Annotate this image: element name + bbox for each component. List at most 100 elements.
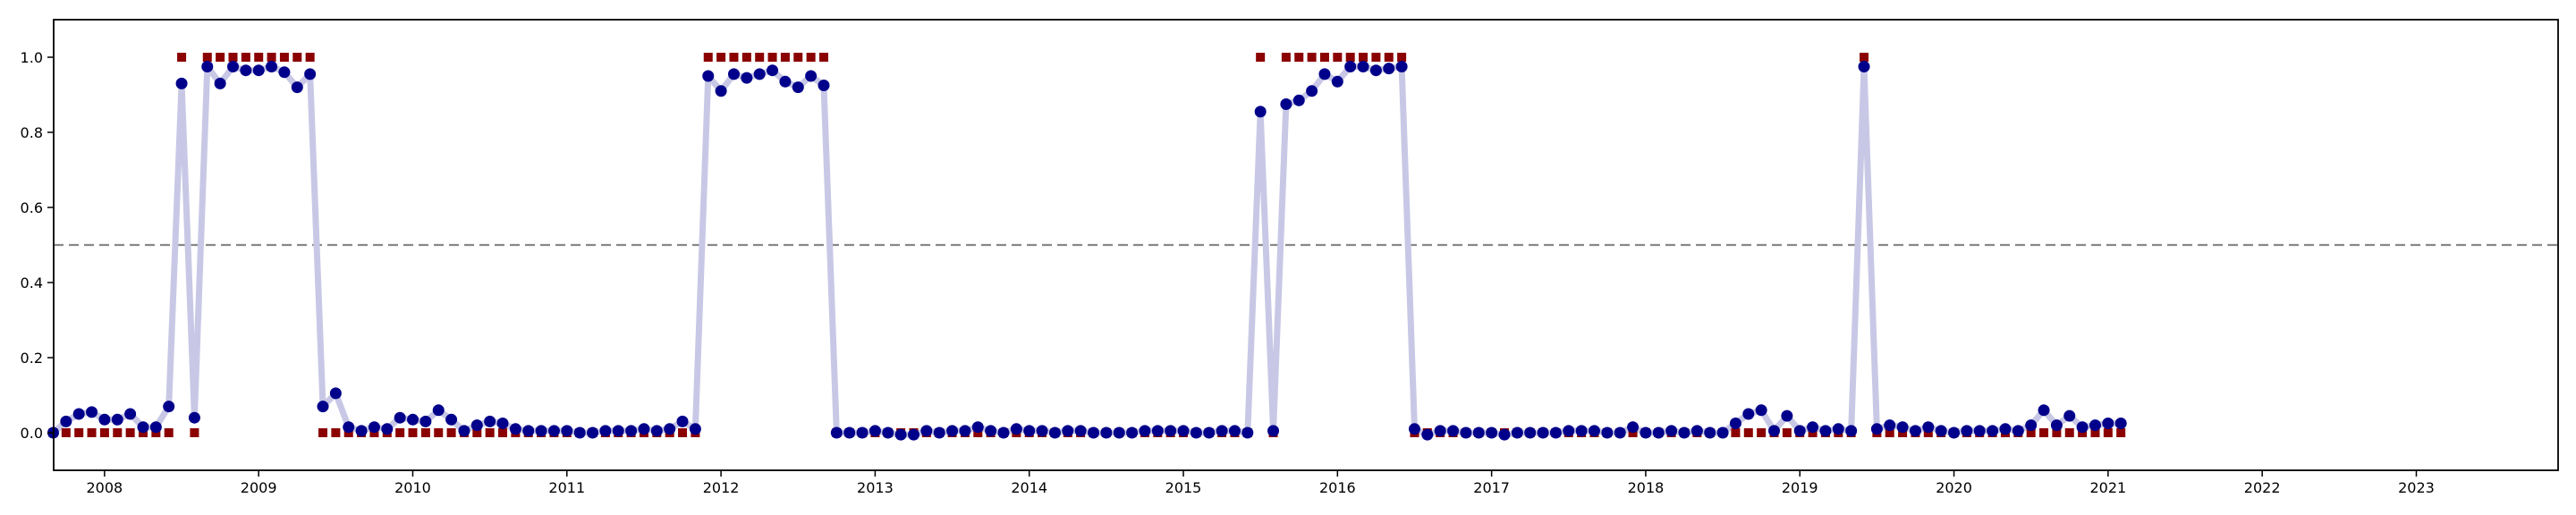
label-square: [703, 53, 713, 62]
score-point: [1088, 426, 1100, 439]
label-square: [279, 53, 289, 62]
score-point: [1704, 426, 1716, 439]
score-point: [214, 77, 226, 89]
score-point: [458, 425, 470, 437]
label-square: [780, 53, 790, 62]
score-point: [111, 413, 123, 426]
axes-layer: [53, 19, 2559, 471]
score-point: [1601, 426, 1614, 439]
score-point: [1048, 426, 1061, 439]
label-square: [202, 53, 212, 62]
score-point: [1151, 425, 1164, 437]
score-point: [971, 421, 984, 434]
label-square: [164, 428, 174, 437]
score-point: [163, 401, 175, 413]
score-point: [1935, 425, 1947, 437]
score-point: [149, 421, 162, 434]
score-point: [2025, 419, 2038, 432]
score-point: [1524, 426, 1537, 439]
label-square: [1757, 428, 1767, 437]
x-tick-label: 2009: [241, 479, 277, 496]
x-tick-label: 2023: [2398, 479, 2435, 496]
score-point: [1845, 425, 1858, 437]
score-point: [1486, 426, 1498, 439]
label-square: [472, 428, 482, 437]
score-point: [1678, 426, 1690, 439]
score-point: [381, 423, 394, 435]
score-point: [1807, 421, 1819, 434]
score-point: [1190, 426, 1202, 439]
score-point: [715, 85, 727, 97]
label-square: [318, 428, 328, 437]
label-square: [1281, 53, 1291, 62]
score-point: [1074, 425, 1087, 437]
score-series-line: [49, 63, 2124, 438]
score-point: [792, 81, 804, 94]
score-point: [1447, 425, 1460, 437]
score-point: [1781, 409, 1793, 422]
x-tick-label: 2015: [1165, 479, 1202, 496]
score-point: [304, 68, 317, 80]
score-point: [1973, 425, 1986, 437]
label-square: [408, 428, 418, 437]
label-square: [1384, 53, 1394, 62]
score-point: [1999, 423, 2012, 435]
score-point: [368, 421, 380, 434]
label-square: [1307, 53, 1317, 62]
score-point: [612, 425, 624, 437]
score-point: [689, 423, 701, 435]
score-point: [1472, 426, 1485, 439]
score-point: [1909, 425, 1921, 437]
score-point: [343, 421, 355, 434]
score-point: [856, 426, 869, 439]
label-square: [1256, 53, 1266, 62]
series-line-layer: [49, 63, 2124, 438]
label-square: [74, 428, 84, 437]
score-point: [1267, 425, 1280, 437]
score-point: [329, 387, 342, 400]
label-square: [1397, 53, 1407, 62]
y-tick-label: 0.4: [21, 274, 43, 291]
score-point: [60, 415, 72, 427]
label-square: [446, 428, 456, 437]
score-point: [1729, 418, 1741, 429]
label-square: [228, 53, 238, 62]
score-point: [394, 411, 406, 424]
label-square: [2052, 428, 2062, 437]
x-tick-label: 2010: [394, 479, 431, 496]
score-point: [291, 81, 303, 94]
score-point: [98, 413, 111, 426]
label-square: [87, 428, 97, 437]
x-tick-label: 2013: [857, 479, 894, 496]
y-tick-label: 1.0: [21, 49, 43, 66]
label-square: [420, 428, 430, 437]
score-point: [470, 419, 483, 432]
label-square: [1345, 53, 1355, 62]
score-point: [2076, 421, 2089, 434]
score-point: [2102, 418, 2114, 429]
score-point: [484, 415, 496, 427]
score-point: [741, 72, 753, 84]
score-point: [997, 426, 1010, 439]
label-square: [99, 428, 109, 437]
score-point: [894, 428, 907, 441]
label-square: [1782, 428, 1792, 437]
label-square: [113, 428, 123, 437]
plot-frame: [53, 19, 2559, 471]
score-point: [201, 61, 214, 72]
score-point: [1241, 426, 1254, 439]
label-square: [729, 53, 739, 62]
label-square: [2116, 428, 2126, 437]
score-point: [843, 426, 856, 439]
label-square: [2026, 428, 2036, 437]
score-point: [2114, 418, 2127, 429]
score-point: [407, 413, 419, 426]
score-point: [946, 425, 959, 437]
label-square: [1294, 53, 1304, 62]
label-square: [818, 53, 828, 62]
score-point: [252, 64, 265, 77]
label-square: [678, 428, 688, 437]
score-point: [1280, 98, 1292, 110]
score-point: [1537, 426, 1549, 439]
